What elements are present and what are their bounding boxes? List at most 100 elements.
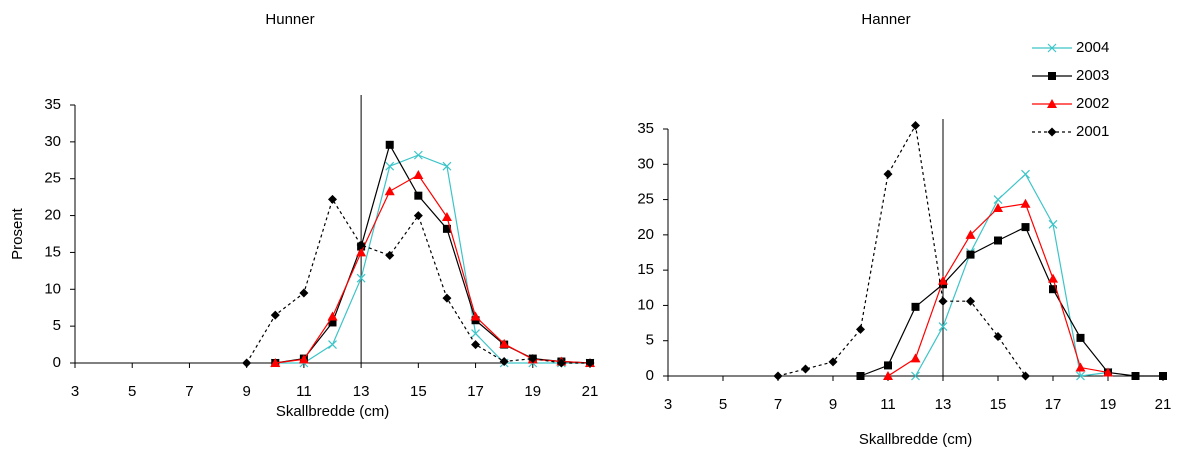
x-tick-label: 9 (242, 383, 250, 400)
marker (385, 140, 394, 149)
marker (993, 203, 1003, 213)
series-line (246, 197, 590, 364)
marker (910, 353, 921, 363)
marker (499, 357, 509, 367)
marker (993, 331, 1003, 341)
legend-label: 2004 (1076, 39, 1109, 56)
y-tick-label: 30 (637, 155, 654, 172)
marker (1021, 169, 1030, 179)
marker (328, 194, 337, 204)
marker (385, 250, 395, 260)
marker (471, 340, 481, 350)
marker (801, 364, 810, 374)
x-tick-label: 21 (582, 383, 599, 400)
marker (883, 169, 893, 179)
marker (911, 371, 920, 381)
y-tick-label: 0 (646, 367, 654, 384)
marker (1048, 219, 1058, 229)
marker (1076, 371, 1085, 381)
marker (328, 340, 337, 349)
y-tick-label: 0 (53, 354, 61, 371)
marker (270, 310, 280, 320)
marker (414, 191, 423, 200)
y-tick-label: 5 (646, 332, 654, 349)
marker (385, 161, 395, 171)
marker (413, 150, 423, 160)
marker (1048, 72, 1056, 80)
marker (441, 212, 452, 222)
series-line (275, 143, 591, 364)
marker (1021, 223, 1030, 232)
y-tick-label: 20 (44, 207, 61, 224)
marker (883, 371, 893, 380)
marker (384, 186, 395, 196)
x-tick-label: 13 (353, 383, 370, 400)
y-tick-label: 10 (637, 296, 654, 313)
marker (442, 161, 452, 171)
legend-label: 2002 (1076, 95, 1109, 112)
legend-label: 2003 (1076, 67, 1109, 84)
x-tick-label: 21 (1155, 396, 1172, 413)
marker (242, 358, 252, 368)
marker (470, 311, 481, 321)
marker (327, 311, 338, 321)
marker (773, 371, 783, 381)
marker (1020, 198, 1031, 208)
marker (413, 170, 424, 180)
marker (556, 358, 566, 368)
x-tick-label: 15 (990, 396, 1007, 413)
marker (966, 250, 975, 259)
x-tick-label: 3 (664, 396, 672, 413)
marker (966, 296, 975, 306)
marker (911, 120, 920, 130)
marker (938, 296, 948, 306)
x-tick-label: 15 (410, 383, 427, 400)
marker (1075, 362, 1086, 372)
x-tick-label: 19 (1100, 396, 1117, 413)
x-tick-label: 7 (185, 383, 193, 400)
series-line (860, 226, 1163, 377)
x-tick-label: 11 (296, 383, 312, 400)
marker (1159, 372, 1167, 380)
marker (442, 293, 452, 303)
chart-title: Hanner (861, 11, 910, 28)
marker (938, 275, 948, 285)
marker (884, 361, 892, 370)
series-line (887, 203, 1109, 377)
x-tick-label: 3 (71, 383, 79, 400)
marker (965, 229, 976, 239)
x-tick-label: 5 (719, 396, 727, 413)
marker (1049, 285, 1057, 294)
marker (499, 338, 510, 348)
marker (298, 354, 309, 364)
marker (270, 358, 281, 367)
marker (828, 357, 838, 367)
x-tick-label: 13 (935, 396, 952, 413)
marker (1047, 99, 1057, 108)
x-tick-label: 19 (524, 383, 541, 400)
marker (1103, 367, 1113, 377)
marker (1021, 371, 1030, 381)
x-tick-label: 11 (880, 396, 896, 413)
marker (356, 247, 367, 257)
marker (1047, 43, 1057, 53)
marker (1047, 127, 1057, 137)
marker (528, 354, 538, 364)
x-axis-label: Skallbredde (cm) (276, 403, 389, 420)
x-tick-label: 7 (774, 396, 782, 413)
marker (938, 322, 948, 332)
series-line (275, 174, 591, 364)
x-tick-label: 9 (829, 396, 837, 413)
marker (1076, 333, 1085, 342)
series-line (914, 173, 1109, 377)
marker (994, 236, 1002, 245)
series-line (777, 123, 1026, 377)
marker (356, 240, 366, 250)
y-tick-label: 15 (637, 261, 654, 278)
marker (471, 329, 480, 338)
chart-title: Hunner (265, 11, 314, 28)
marker (856, 324, 865, 334)
marker (1131, 372, 1140, 380)
x-tick-label: 17 (1045, 396, 1062, 413)
